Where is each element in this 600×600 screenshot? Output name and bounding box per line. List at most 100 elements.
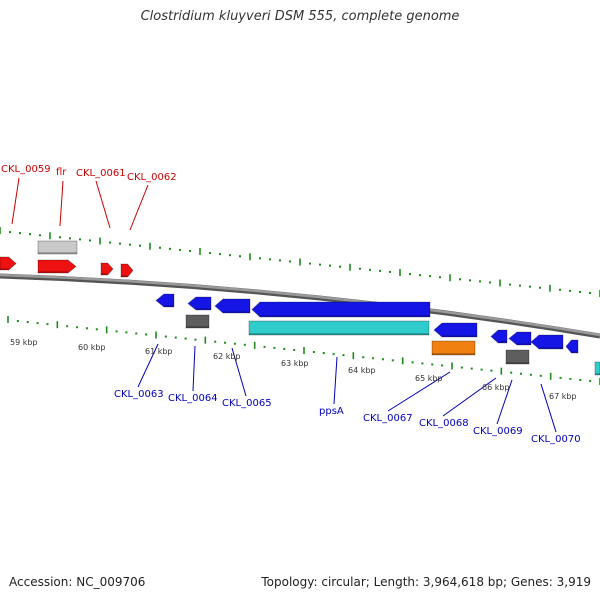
gene-ckl-0065[interactable] <box>214 298 251 314</box>
gene-ckl-0062[interactable] <box>120 263 134 278</box>
gene-flr-rna[interactable] <box>37 240 78 255</box>
inner-minor-tick <box>539 374 542 377</box>
outer-minor-tick <box>89 239 91 242</box>
inner-minor-tick <box>46 323 49 326</box>
backbone-line <box>0 273 600 337</box>
inner-minor-tick <box>293 348 296 351</box>
gene-ckl-0067[interactable] <box>433 322 478 338</box>
inner-minor-tick <box>312 351 315 354</box>
inner-minor-tick <box>569 377 572 380</box>
outer-minor-tick <box>419 274 421 277</box>
gene-ppsa-feature[interactable] <box>248 320 430 336</box>
gene-ckl-0070[interactable] <box>530 334 564 350</box>
gene-ckl-0064[interactable] <box>187 296 212 311</box>
inner-minor-tick <box>145 333 148 336</box>
inner-minor-tick <box>490 369 493 372</box>
inner-minor-tick <box>26 321 29 324</box>
inner-minor-tick <box>135 332 138 335</box>
inner-minor-tick <box>460 366 463 369</box>
outer-minor-tick <box>489 281 491 284</box>
bottom-gene-label: CKL_0069 <box>473 426 523 437</box>
leader-line <box>59 180 64 227</box>
inner-minor-tick <box>520 372 523 375</box>
outer-minor-tick <box>109 241 111 244</box>
inner-minor-tick <box>214 340 217 343</box>
leader-line <box>129 184 149 231</box>
inner-minor-tick <box>164 335 167 338</box>
gene-ckl-0071[interactable] <box>565 339 579 354</box>
gene-ckl-0064-rna[interactable] <box>185 314 210 329</box>
outer-minor-tick <box>429 275 431 278</box>
outer-minor-tick <box>379 269 381 272</box>
leader-line <box>137 343 159 388</box>
inner-minor-tick <box>411 361 414 364</box>
map-title: Clostridium kluyveri DSM 555, complete g… <box>140 9 460 24</box>
kbp-label: 62 kbp <box>213 352 241 361</box>
gene-ckl-0069-rna[interactable] <box>505 349 530 365</box>
outer-minor-tick <box>269 258 271 261</box>
outer-minor-tick <box>179 248 181 251</box>
outer-minor-tick <box>459 278 461 281</box>
inner-minor-tick <box>579 378 582 381</box>
gene-ckl-0059[interactable] <box>0 256 17 271</box>
inner-minor-tick <box>85 327 88 330</box>
gene-ckl-0068[interactable] <box>490 329 508 344</box>
inner-minor-tick <box>529 373 532 376</box>
inner-minor-tick <box>342 354 345 357</box>
inner-minor-tick <box>36 322 39 325</box>
inner-minor-tick <box>391 359 394 362</box>
outer-minor-tick <box>279 259 281 262</box>
gene-track[interactable] <box>0 240 600 376</box>
top-gene-label: CKL_0061 <box>76 168 126 179</box>
outer-minor-tick <box>29 233 31 236</box>
inner-minor-tick <box>76 326 79 329</box>
top-gene-label: CKL_0062 <box>127 172 177 183</box>
kbp-label: 64 kbp <box>348 366 376 375</box>
inner-minor-tick <box>184 337 187 340</box>
inner-minor-tick <box>224 341 227 344</box>
outer-minor-tick <box>329 264 331 267</box>
inner-minor-tick <box>243 343 246 346</box>
outer-minor-tick <box>289 260 291 263</box>
leader-line <box>387 371 451 412</box>
outer-minor-tick <box>119 242 121 245</box>
gene-edge-feature[interactable] <box>594 361 600 376</box>
bottom-gene-label: CKL_0070 <box>531 434 581 445</box>
gene-ppsa[interactable] <box>251 301 431 318</box>
gene-flr[interactable] <box>37 259 77 274</box>
outer-minor-tick <box>209 252 211 255</box>
leader-line <box>231 347 247 397</box>
leader-line <box>540 383 557 433</box>
gene-ckl-0061[interactable] <box>100 262 114 276</box>
outer-minor-tick <box>479 280 481 283</box>
outer-minor-tick <box>319 263 321 266</box>
outer-minor-tick <box>259 257 261 260</box>
outer-minor-tick <box>59 236 61 239</box>
outer-minor-tick <box>69 237 71 240</box>
gene-ckl-0063[interactable] <box>155 293 175 308</box>
outer-minor-tick <box>229 254 231 257</box>
leader-line <box>95 180 111 229</box>
inner-minor-tick <box>95 328 98 331</box>
outer-minor-tick <box>359 267 361 270</box>
inner-minor-tick <box>421 362 424 365</box>
inner-minor-tick <box>381 358 384 361</box>
outer-minor-tick <box>589 291 591 294</box>
inner-minor-tick <box>480 368 483 371</box>
inner-minor-tick <box>16 320 19 323</box>
outer-minor-tick <box>19 232 21 235</box>
bottom-gene-label: ppsA <box>319 406 344 417</box>
inner-minor-tick <box>470 367 473 370</box>
inner-minor-tick <box>332 353 335 356</box>
bottom-gene-label: CKL_0063 <box>114 389 164 400</box>
inner-minor-tick <box>559 376 562 379</box>
gene-ckl-0067-feature[interactable] <box>431 340 476 356</box>
inner-minor-tick <box>263 345 266 348</box>
bottom-gene-label: CKL_0068 <box>419 418 469 429</box>
gene-ckl-0069[interactable] <box>508 331 532 346</box>
outer-minor-tick <box>469 279 471 282</box>
outer-minor-tick <box>539 286 541 289</box>
inner-minor-tick <box>283 347 286 350</box>
tick-marks <box>0 227 600 385</box>
